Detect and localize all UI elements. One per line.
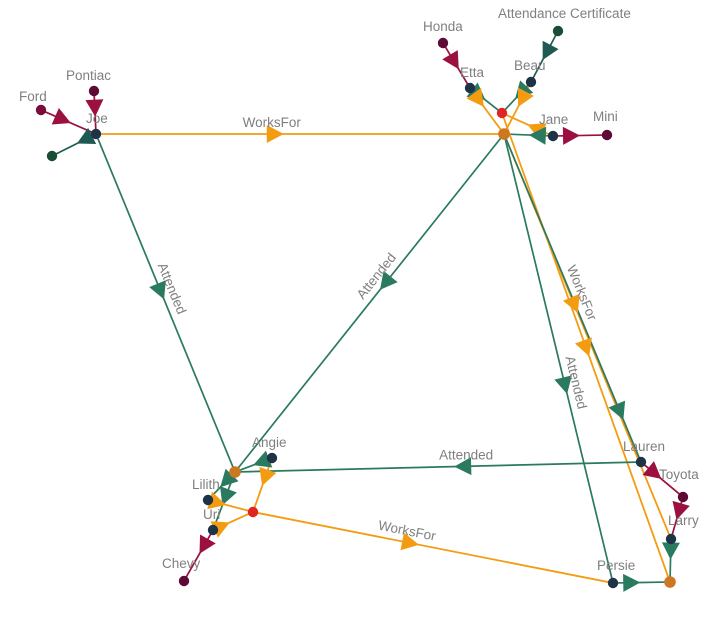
graph-node-joe[interactable] (90, 128, 102, 140)
graph-edge (504, 138, 613, 580)
edge-arrowhead (542, 40, 559, 60)
node-label: Jane (539, 112, 568, 127)
edge-arrowhead (442, 50, 459, 70)
graph-node-persie[interactable] (607, 577, 619, 589)
graph-node-lauren[interactable] (635, 456, 647, 468)
graph-node-attendance-certificate[interactable] (552, 25, 564, 37)
node-label: Lilith (192, 477, 220, 492)
node-label: Attendance Certificate (498, 6, 631, 21)
nodes-layer[interactable] (35, 25, 689, 589)
graph-node-lilith[interactable] (202, 494, 214, 506)
graph-node-uri[interactable] (207, 524, 219, 536)
edge-arrowhead (608, 400, 626, 420)
graph-edge (239, 461, 637, 473)
edge-arrowhead (661, 542, 680, 560)
edge-label: WorksFor (243, 115, 302, 130)
graph-node-jane[interactable] (547, 130, 559, 142)
graph-node-etta[interactable] (464, 82, 476, 94)
node-label: Etta (460, 65, 485, 80)
edge-arrowhead (380, 270, 398, 290)
node-label: Persie (597, 558, 635, 573)
edge-arrowhead (85, 99, 104, 117)
edge-arrowhead (259, 466, 277, 486)
edge-arrowhead (528, 126, 547, 145)
graph-node-ford[interactable] (35, 104, 47, 116)
node-label: Lauren (623, 439, 665, 454)
graph-node[interactable] (498, 128, 510, 140)
edge-arrowhead (51, 107, 71, 125)
edge-arrowhead (199, 534, 216, 554)
arrowheads-layer (51, 40, 690, 592)
graph-node[interactable] (229, 466, 241, 478)
graph-node-honda[interactable] (437, 37, 449, 49)
edge-arrowhead (220, 468, 239, 488)
edge-arrowhead (207, 491, 227, 510)
node-label: Pontiac (66, 68, 111, 83)
node-label: Ford (19, 89, 47, 104)
edge-arrowhead (642, 461, 662, 479)
node-label: Chevy (162, 556, 201, 571)
graph-node-larry[interactable] (665, 533, 677, 545)
node-label: Toyota (659, 467, 699, 482)
graph-node-pontiac[interactable] (88, 85, 100, 97)
graph-node[interactable] (496, 107, 508, 119)
edge-arrowhead (149, 280, 166, 300)
graph-node[interactable] (247, 506, 259, 518)
graph-node-beau[interactable] (525, 76, 537, 88)
node-label: Uri (203, 507, 220, 522)
edge-arrowhead (562, 293, 580, 313)
edge-arrowhead (76, 127, 97, 144)
edge-arrowhead (466, 87, 484, 107)
edge-arrowhead (574, 337, 592, 357)
edge-arrowhead (266, 125, 284, 143)
node-label: Mini (593, 109, 618, 124)
edge-arrowhead (623, 573, 641, 592)
edge-arrowhead (400, 532, 419, 551)
node-labels-layer: Ford Pontiac Joe Honda Etta Beau Attendance Ce… (19, 6, 699, 573)
node-label: Angie (252, 435, 287, 450)
edge-arrowhead (672, 500, 690, 520)
edge-arrowhead (517, 87, 534, 107)
edge-arrowhead (562, 126, 580, 145)
graph-edge (237, 137, 502, 469)
graph-node-chevy[interactable] (178, 575, 190, 587)
graph-node-mini[interactable] (601, 129, 613, 141)
edge-arrowhead (210, 521, 230, 538)
graph-node[interactable] (664, 576, 676, 588)
edge-labels-layer: WorksForAttendedAttendedAttendedWorksFor… (155, 115, 600, 544)
edge-arrowhead (220, 486, 237, 506)
edge-arrowhead (554, 375, 572, 395)
graph-edge (96, 137, 234, 468)
graph-node[interactable] (46, 150, 58, 162)
graph-edge (256, 511, 610, 584)
edge-label: Attended (439, 447, 493, 462)
edge-arrowhead (253, 450, 273, 468)
edge-arrowhead (454, 457, 472, 476)
node-label: Beau (514, 58, 546, 73)
graph-node-toyota[interactable] (677, 491, 689, 503)
node-label: Larry (668, 513, 699, 528)
node-label: Joe (86, 111, 108, 126)
node-label: Honda (423, 19, 463, 34)
graph-node-angie[interactable] (266, 452, 278, 464)
